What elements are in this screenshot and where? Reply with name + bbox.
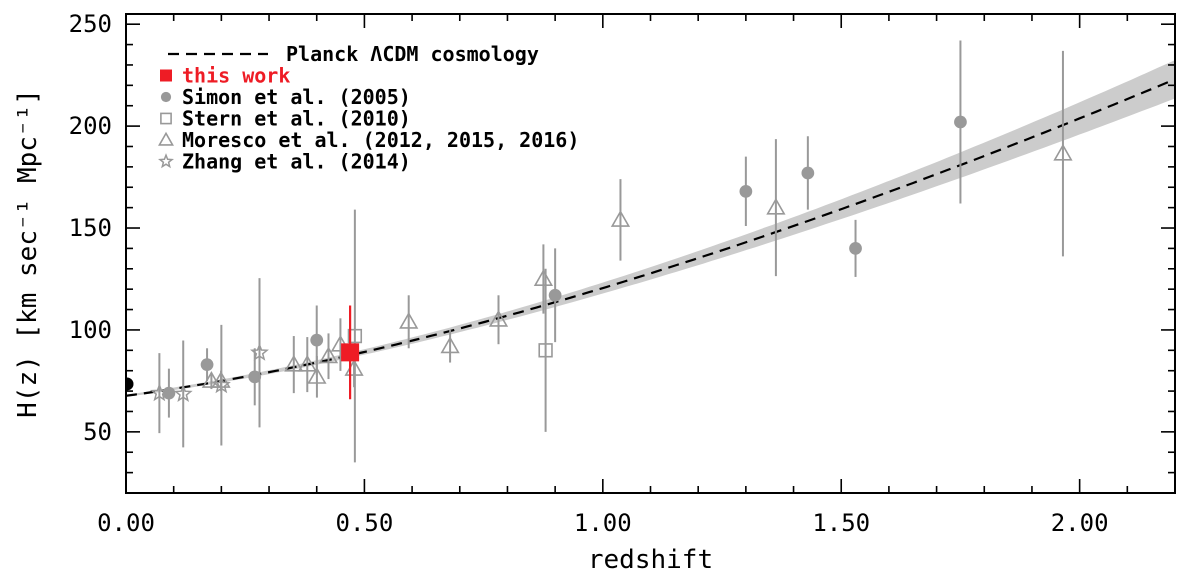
x-tick-label: 2.00 xyxy=(1051,509,1109,537)
series-this-work xyxy=(341,305,360,400)
data-point xyxy=(250,342,269,361)
y-tick-label: 150 xyxy=(69,214,112,242)
x-tick-label: 1.50 xyxy=(812,509,870,537)
series-moresco-et-al-2012-2015-2016 xyxy=(201,50,1073,398)
legend-marker xyxy=(160,69,172,82)
series-simon-et-al-2005 xyxy=(162,40,967,418)
legend-label: Planck ΛCDM cosmology xyxy=(286,42,539,66)
data-point xyxy=(1053,143,1073,161)
data-point xyxy=(533,269,554,286)
legend-label: Moresco et al. (2012, 2015, 2016) xyxy=(182,128,579,152)
legend-marker xyxy=(160,91,172,103)
data-point xyxy=(149,383,169,402)
local-h0-point xyxy=(126,377,134,391)
data-point xyxy=(347,328,363,344)
data-point xyxy=(548,288,562,302)
legend-label: Simon et al. (2005) xyxy=(182,85,411,109)
y-axis-title: H(z) [km sec⁻¹ Mpc⁻¹] xyxy=(13,89,43,418)
y-tick-label: 200 xyxy=(69,112,112,140)
x-tick-label: 0.50 xyxy=(336,509,394,537)
data-point xyxy=(248,370,262,384)
data-point xyxy=(538,343,553,358)
series-stern-et-al-2010 xyxy=(347,209,553,463)
data-point xyxy=(488,309,509,327)
data-point xyxy=(200,358,214,371)
legend-marker xyxy=(158,131,174,146)
legend-label: this work xyxy=(182,64,290,88)
legend-label: Zhang et al. (2014) xyxy=(182,150,411,174)
legend-label: Stern et al. (2010) xyxy=(182,107,411,131)
legend-marker xyxy=(158,153,174,169)
data-point xyxy=(307,366,327,384)
series-zhang-et-al-2014 xyxy=(149,278,269,448)
y-tick-label: 250 xyxy=(69,10,112,38)
data-point xyxy=(173,384,193,402)
data-point xyxy=(801,166,815,180)
data-point xyxy=(297,354,317,372)
data-point xyxy=(211,375,231,394)
x-tick-label: 0.00 xyxy=(97,509,155,537)
x-tick-label: 1.00 xyxy=(574,509,632,537)
data-point xyxy=(739,184,753,198)
data-point xyxy=(610,210,631,227)
data-point xyxy=(849,242,862,255)
data-point xyxy=(201,371,222,388)
x-axis-title: redshift xyxy=(588,545,713,573)
data-point xyxy=(310,333,324,347)
data-point xyxy=(399,311,419,329)
model-curve xyxy=(126,78,1175,397)
data-point xyxy=(284,354,304,372)
data-point xyxy=(954,115,967,129)
y-tick-label: 100 xyxy=(69,316,112,344)
data-point xyxy=(440,336,460,354)
data-point xyxy=(318,346,339,364)
legend-marker xyxy=(160,112,172,125)
data-point xyxy=(766,197,786,215)
y-tick-label: 50 xyxy=(83,418,112,446)
data-point xyxy=(341,343,360,362)
